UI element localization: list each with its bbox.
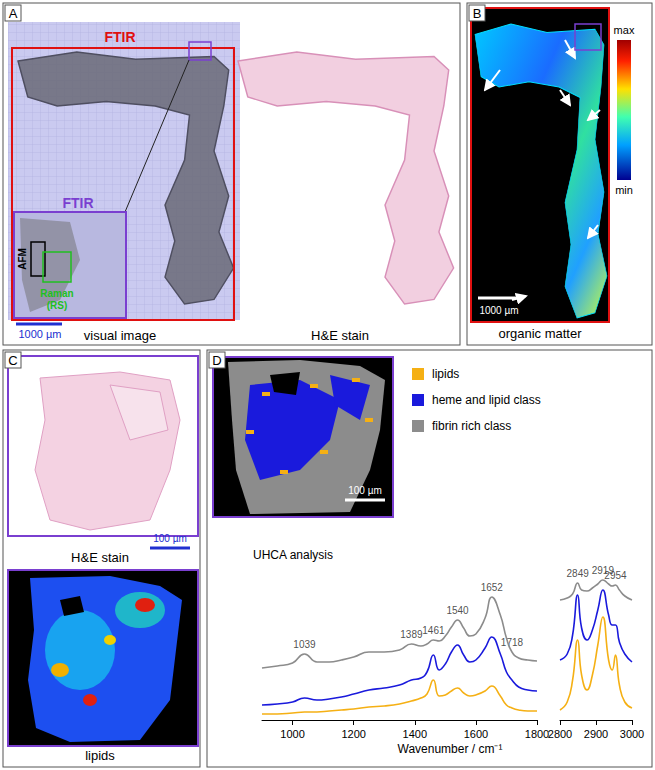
svg-text:100 µm: 100 µm [348,485,382,496]
svg-text:1461: 1461 [422,625,445,636]
svg-text:1718: 1718 [501,637,524,648]
svg-text:B: B [473,6,482,21]
svg-text:1600: 1600 [464,728,488,740]
svg-text:H&E stain: H&E stain [71,550,129,565]
svg-text:2919: 2919 [591,564,614,576]
svg-text:(RS): (RS) [47,300,68,311]
svg-text:fibrin rich class: fibrin rich class [432,419,511,433]
svg-text:1800: 1800 [525,728,549,740]
svg-text:heme and lipid class: heme and lipid class [432,393,541,407]
svg-text:max: max [614,24,635,36]
svg-text:organic matter: organic matter [498,326,582,341]
svg-text:A: A [9,6,18,21]
svg-text:D: D [212,353,221,368]
svg-text:lipids: lipids [432,367,459,381]
svg-text:FTIR: FTIR [62,195,93,211]
svg-text:FTIR: FTIR [104,29,135,45]
svg-text:AFM: AFM [17,248,28,270]
svg-text:2800: 2800 [548,728,572,740]
svg-text:Wavenumber / cm⁻¹: Wavenumber / cm⁻¹ [398,742,503,756]
svg-text:lipids: lipids [85,748,115,763]
svg-text:2900: 2900 [584,728,608,740]
svg-text:1000: 1000 [280,728,304,740]
svg-text:1652: 1652 [481,582,504,593]
svg-text:3000: 3000 [620,728,644,740]
svg-text:1200: 1200 [341,728,365,740]
svg-text:1039: 1039 [293,639,316,650]
svg-text:1000 µm: 1000 µm [18,328,61,340]
svg-text:2849: 2849 [567,568,590,579]
svg-text:100 µm: 100 µm [153,533,187,544]
svg-text:UHCA analysis: UHCA analysis [253,548,333,562]
svg-text:1540: 1540 [446,605,469,616]
svg-text:1389: 1389 [400,629,423,640]
svg-text:visual image: visual image [84,328,156,343]
svg-text:H&E stain: H&E stain [311,328,369,343]
svg-text:1000 µm: 1000 µm [479,305,518,316]
svg-text:C: C [8,353,17,368]
svg-text:1400: 1400 [403,728,427,740]
svg-text:2954: 2954 [604,570,627,581]
svg-text:Raman: Raman [40,288,73,299]
svg-text:min: min [615,184,633,196]
